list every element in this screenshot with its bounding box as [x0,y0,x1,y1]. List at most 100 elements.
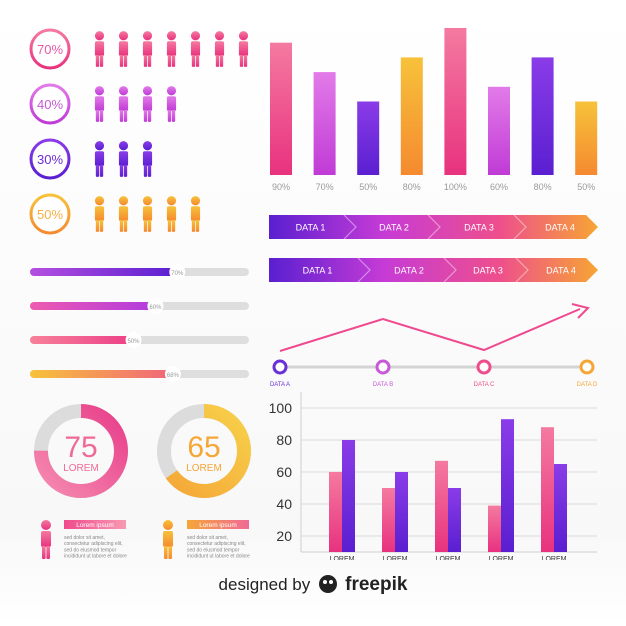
card-tag [187,520,249,529]
x-tick-label: LOREM [330,556,355,560]
slider-value-label: 70% [171,271,184,277]
person-icon [166,31,177,67]
percent-ring [29,83,71,125]
slider-value-label: 60% [149,305,162,311]
person-icon [238,31,249,67]
bar-tick-label: 100% [444,182,467,192]
arrow-divider [515,257,529,283]
person-icon [94,31,105,67]
x-tick-label: LOREM [436,556,461,560]
bar [488,86,510,175]
grouped-bar-chart: 20 40 60 80 100 LOREM LOREM LOREM LOREM LOREM [269,392,597,560]
top-bar-chart: 90% 70% 50% 80% 100% 60% 80% 50% [270,28,598,192]
bar [488,505,501,552]
y-tick-label: 40 [276,496,292,512]
card-text-line: consectetur adipiscing elit, [64,541,123,547]
slider-fill [30,336,134,344]
percent-label: 30% [37,152,63,167]
donut-arc [157,404,251,498]
bar [575,101,598,175]
bar [541,427,554,552]
timeline-point [476,359,492,375]
percent-ring [29,28,71,70]
bar-tick-label: 50% [577,182,595,192]
slider-value-label: 68% [167,373,180,379]
slider-fill [30,302,156,310]
card-text-line: incididunt ut labore et dolore [187,554,250,560]
percent-label: 70% [37,42,63,57]
person-icon [163,520,173,559]
donut-caption: LOREM [186,463,222,474]
person-icon [190,196,201,232]
person-icon [166,196,177,232]
donut-caption: LOREM [63,463,99,474]
card-text-line: sed dolor sit amet, [64,535,105,541]
bar [554,464,567,552]
card-tag-label: Lorem ipsum [199,522,237,529]
designed-by-text: designed by [218,575,311,594]
person-icon [118,196,129,232]
sliders-section: 70% 60% 50% 68% [30,264,249,382]
freepik-logo-icon [318,575,337,593]
slider-fill [30,370,173,378]
bar-tick-label: 60% [490,182,508,192]
footer-credit: designed by freepik [0,574,626,596]
bar [342,440,355,552]
slider-knob [169,264,186,280]
arrow-divider [357,257,371,283]
bar [357,101,380,175]
arrow-bar [269,258,598,282]
arrow-segment-label: DATA 1 [303,266,333,276]
y-tick-label: 80 [276,432,292,448]
bar [329,472,342,552]
trend-arrow-icon [571,303,590,319]
bar [444,28,467,175]
arrow-divider [443,257,457,283]
bar-tick-label: 70% [316,182,334,192]
arrow-segment-label: DATA 4 [546,266,576,276]
timeline-point [272,359,288,375]
x-tick-label: LOREM [489,556,514,560]
person-icon [166,86,177,122]
x-tick-label: LOREM [542,556,567,560]
arrow-divider [513,214,527,240]
y-tick-label: 100 [269,400,293,416]
person-icon [118,31,129,67]
card-tag [64,520,126,529]
slider-knob [125,332,142,348]
y-tick-label: 60 [276,464,292,480]
bar [400,57,423,175]
timeline-point-label: DATA A [270,382,290,388]
bar [531,57,554,175]
arrow-segment-label: DATA 3 [464,223,494,233]
donut-arc [34,404,128,498]
person-icon [41,520,51,559]
bar [313,72,336,175]
bar [395,472,408,552]
person-icon [94,86,105,122]
timeline-point-label: DATA B [373,382,393,388]
person-icon [190,31,201,67]
bar-tick-label: 80% [534,182,552,192]
card-text-line: incididunt ut labore et dolore [64,554,127,560]
y-tick-label: 20 [276,528,292,544]
person-icon [142,31,153,67]
person-icon [118,86,129,122]
person-icon [142,86,153,122]
arrow-segment-label: DATA 1 [296,223,326,233]
trend-line [279,308,581,352]
bar-tick-label: 90% [272,182,290,192]
bar [435,460,448,552]
card-text-line: consectetur adipiscing elit, [187,541,246,547]
slider-knob [147,298,164,314]
arrow-segment-label: DATA 2 [379,223,409,233]
card-text-line: sed dolor sit amet, [187,535,228,541]
timeline-point [579,359,595,375]
slider-knob [164,366,181,382]
slider-value-label: 50% [127,339,140,345]
arrow-divider [427,214,441,240]
arrow-segment-label: DATA 4 [545,223,575,233]
